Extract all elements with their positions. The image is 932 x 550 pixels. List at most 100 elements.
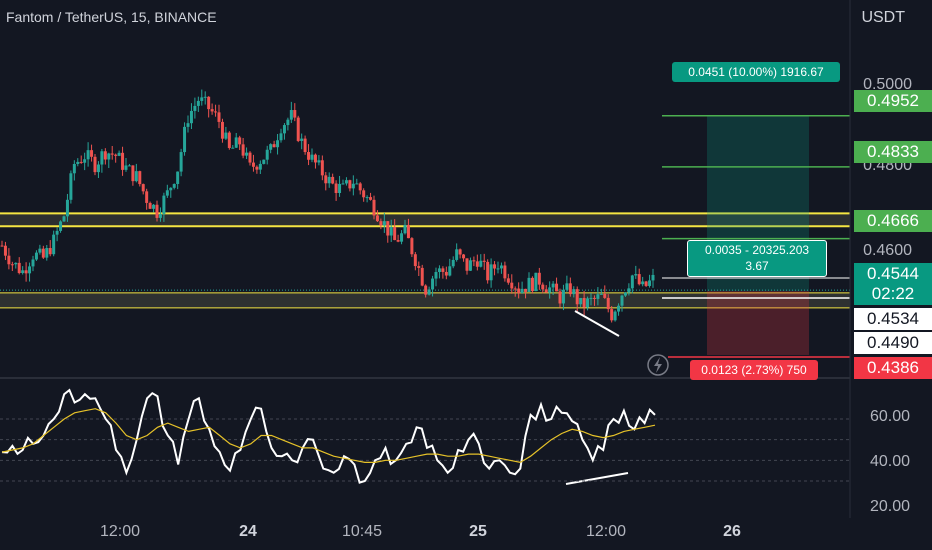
- candle-body: [499, 265, 503, 269]
- candle-body: [451, 259, 455, 267]
- candle-body: [592, 297, 596, 299]
- candle-body: [141, 184, 145, 192]
- candle-body: [393, 227, 397, 241]
- position-info-line1: 0.0035 - 20325.203: [704, 243, 810, 257]
- candle-body: [389, 227, 393, 236]
- candle-body: [214, 111, 218, 113]
- candle-body: [462, 254, 466, 259]
- candle-body: [265, 149, 269, 160]
- candle-body: [448, 266, 452, 276]
- candle-body: [427, 289, 431, 295]
- candle-body: [48, 248, 52, 255]
- candle-body: [272, 144, 276, 148]
- currency-label: USDT: [861, 9, 905, 26]
- candle-body: [24, 270, 28, 274]
- candle-body: [203, 96, 207, 98]
- candle-body: [358, 183, 362, 191]
- target-label: 0.0451 (10.00%) 1916.67: [672, 62, 840, 82]
- candle-body: [623, 292, 627, 296]
- candle-body: [251, 162, 255, 167]
- candle-body: [148, 202, 152, 209]
- candle-body: [193, 105, 197, 111]
- candle-body: [338, 183, 342, 194]
- candle-body: [541, 284, 545, 290]
- candle-body: [38, 248, 42, 253]
- loss-area: [707, 291, 809, 355]
- candle-body: [441, 268, 445, 272]
- candle-body: [300, 138, 304, 141]
- candle-body: [472, 260, 476, 262]
- candle-body: [131, 165, 135, 182]
- candle-body: [617, 305, 621, 312]
- candle-body: [86, 150, 90, 160]
- candle-body: [344, 180, 348, 184]
- position-info-box[interactable]: 0.0035 - 20325.203 3.67: [687, 240, 827, 277]
- candle-body: [169, 187, 173, 191]
- candle-body: [637, 274, 641, 285]
- candle-body: [276, 140, 280, 148]
- candle-body: [524, 288, 528, 292]
- candle-body: [496, 268, 500, 270]
- candle-body: [458, 249, 462, 255]
- candle-body: [396, 240, 400, 242]
- time-tick: 12:00: [586, 523, 626, 540]
- candle-body: [537, 272, 541, 285]
- candle-body: [296, 117, 300, 141]
- candle-body: [293, 110, 297, 118]
- candle-body: [644, 281, 648, 286]
- candle-body: [59, 221, 63, 231]
- rsi-ma-line: [1, 408, 656, 464]
- candle-body: [379, 221, 383, 226]
- price-tick: 0.5000: [863, 76, 912, 93]
- candle-body: [341, 183, 345, 185]
- candle-body: [351, 183, 355, 189]
- candle-body: [437, 268, 441, 273]
- candle-body: [455, 249, 459, 260]
- candle-body: [400, 233, 404, 242]
- tp3-price-tag: 0.4952: [854, 90, 932, 112]
- candle-body: [355, 183, 359, 185]
- price-divergence-line: [574, 310, 620, 337]
- candle-body: [561, 289, 565, 304]
- candle-body: [386, 221, 390, 236]
- candle-body: [555, 283, 559, 292]
- lightning-icon[interactable]: [647, 354, 669, 376]
- candle-body: [313, 154, 317, 163]
- candlestick-series: [0, 89, 655, 323]
- candle-body: [406, 224, 410, 239]
- candle-body: [0, 245, 4, 247]
- candle-body: [579, 297, 583, 305]
- candle-body: [365, 197, 369, 199]
- candle-body: [582, 297, 586, 308]
- position-tool[interactable]: [0, 115, 850, 355]
- candle-body: [627, 288, 631, 293]
- candle-body: [606, 297, 610, 310]
- candle-body: [134, 171, 138, 182]
- candle-body: [517, 288, 521, 293]
- level-b-price-tag: 0.4490: [854, 332, 932, 354]
- candle-body: [41, 248, 45, 258]
- candle-body: [155, 204, 159, 218]
- rsi-divergence-line: [565, 472, 629, 485]
- candle-body: [65, 199, 69, 217]
- candle-body: [596, 294, 600, 299]
- candle-body: [565, 283, 569, 290]
- candle-body: [348, 180, 352, 189]
- candle-body: [220, 121, 224, 139]
- candle-body: [551, 283, 555, 288]
- take-profit-lines: [662, 115, 850, 358]
- current-price-tag: 0.4544: [854, 263, 932, 285]
- candle-body: [434, 272, 438, 279]
- support-zone-fill: [0, 292, 850, 308]
- candle-body: [599, 293, 603, 295]
- candle-body: [575, 289, 579, 305]
- candle-body: [121, 152, 125, 170]
- trend-lines[interactable]: [565, 310, 629, 485]
- candle-body: [224, 132, 228, 139]
- candle-body: [196, 100, 200, 106]
- candle-body: [217, 112, 221, 122]
- candle-body: [3, 245, 7, 256]
- candle-body: [520, 288, 524, 293]
- candle-body: [93, 156, 97, 173]
- candle-body: [34, 252, 38, 260]
